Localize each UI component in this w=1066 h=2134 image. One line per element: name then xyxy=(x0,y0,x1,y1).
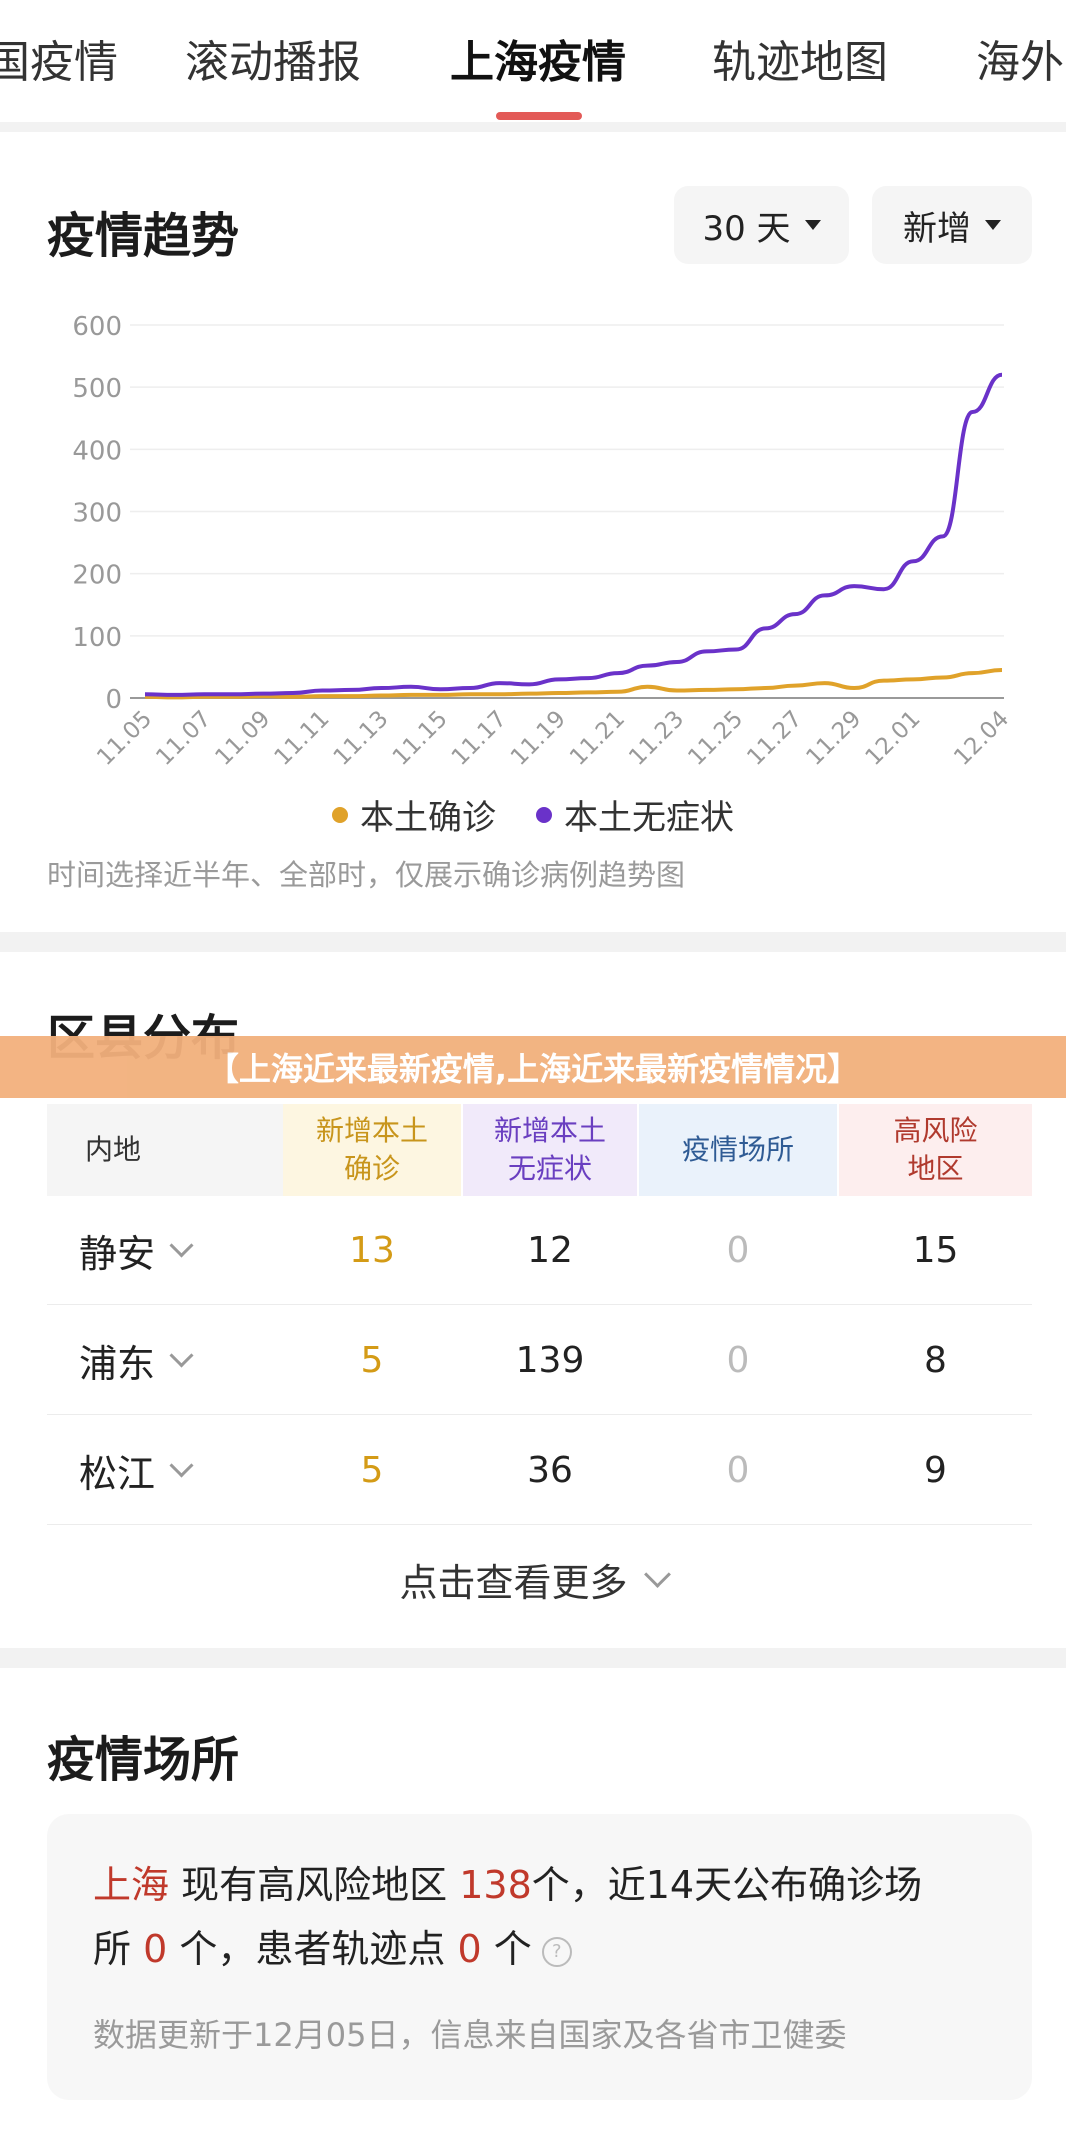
tab-national[interactable]: 国疫情 xyxy=(0,37,118,88)
article-banner: 【上海近来最新疫情,上海近来最新疫情情况】 xyxy=(0,1036,1066,1098)
y-tick-label: 200 xyxy=(72,561,122,591)
chart-legend: 本土确诊 本土无症状 xyxy=(0,790,1066,839)
header-new-asymptomatic: 新增本土 无症状 xyxy=(463,1104,637,1196)
series-line-confirmed xyxy=(144,668,1003,700)
places-summary-box: 上海 现有高风险地区 138个，近14天公布确诊场 所 0 个，患者轨迹点 0 … xyxy=(47,1814,1032,2100)
show-more-button[interactable]: 点击查看更多 xyxy=(0,1552,1066,1607)
asymptomatic-cell: 12 xyxy=(527,1229,573,1271)
legend-label: 本土无症状 xyxy=(564,798,734,838)
table-header: 内地 新增本土 确诊 新增本土 无症状 疫情场所 高风险 地区 xyxy=(47,1104,1032,1196)
places-cell: 0 xyxy=(726,1339,750,1381)
places-summary-line1: 上海 现有高风险地区 138个，近14天公布确诊场 xyxy=(93,1854,922,1909)
top-nav: 国疫情 滚动播报 上海疫情 轨迹地图 海外 xyxy=(0,0,1066,122)
chevron-down-icon xyxy=(169,1452,194,1478)
trend-chart: 010020030040050060011.0511.0711.0911.111… xyxy=(72,312,1014,771)
x-tick-label: 11.07 xyxy=(151,706,216,771)
confirmed-cell: 5 xyxy=(360,1449,384,1491)
confirmed-dot-icon xyxy=(332,806,348,823)
place-count: 0 xyxy=(143,1927,168,1971)
summary-text: 个，近14天公布确诊场 xyxy=(531,1863,923,1907)
summary-text: 现有高风险地区 xyxy=(181,1863,448,1907)
places-cell: 0 xyxy=(726,1229,750,1271)
trace-count: 0 xyxy=(457,1927,482,1971)
legend-label: 本土确诊 xyxy=(360,798,496,838)
legend-confirmed[interactable]: 本土确诊 xyxy=(332,790,496,839)
y-tick-label: 600 xyxy=(72,312,122,342)
tab-rolling-news[interactable]: 滚动播报 xyxy=(185,37,361,88)
x-tick-label: 11.25 xyxy=(683,706,748,771)
series-line-asymptomatic xyxy=(144,372,1003,697)
x-tick-label: 11.13 xyxy=(329,706,394,771)
y-tick-label: 0 xyxy=(105,685,122,715)
summary-text: 个 xyxy=(493,1927,532,1971)
x-tick-label: 11.29 xyxy=(802,706,867,771)
summary-text: 所 xyxy=(93,1927,132,1971)
x-tick-label: 11.19 xyxy=(506,706,571,771)
places-title: 疫情场所 xyxy=(47,1732,240,1788)
help-icon[interactable]: ? xyxy=(541,1936,572,1967)
x-tick-label: 11.15 xyxy=(388,706,453,771)
chevron-down-icon xyxy=(643,1561,671,1588)
district-name: 松江 xyxy=(79,1451,156,1496)
x-tick-label: 11.11 xyxy=(270,706,335,771)
y-tick-label: 500 xyxy=(72,374,122,404)
active-tab-indicator xyxy=(496,112,582,120)
city-name: 上海 xyxy=(93,1863,170,1907)
legend-asymptomatic[interactable]: 本土无症状 xyxy=(536,790,734,839)
x-tick-label: 12.01 xyxy=(861,706,926,771)
district-name-cell[interactable]: 静安 xyxy=(79,1196,194,1304)
summary-text: 个，患者轨迹点 xyxy=(179,1927,446,1971)
risk-cell: 15 xyxy=(912,1229,959,1271)
header-region: 内地 xyxy=(47,1104,283,1196)
trend-card xyxy=(0,132,1066,932)
x-tick-label: 11.17 xyxy=(447,706,512,771)
table-row[interactable]: 浦东 5 139 0 8 xyxy=(47,1306,1032,1415)
confirmed-cell: 13 xyxy=(349,1229,395,1271)
district-name: 静安 xyxy=(79,1231,156,1276)
chevron-down-icon xyxy=(169,1342,194,1368)
header-outbreak-places: 疫情场所 xyxy=(639,1104,837,1196)
caret-down-icon xyxy=(804,220,821,230)
y-tick-label: 300 xyxy=(72,499,122,529)
asymptomatic-dot-icon xyxy=(536,806,552,823)
chart-note: 时间选择近半年、全部时，仅展示确诊病例趋势图 xyxy=(47,858,686,892)
risk-cell: 9 xyxy=(924,1449,947,1491)
x-tick-label: 11.09 xyxy=(210,706,275,771)
caret-down-icon xyxy=(985,220,1001,230)
risk-cell: 8 xyxy=(924,1339,947,1381)
tab-track-map[interactable]: 轨迹地图 xyxy=(712,37,888,88)
district-name-cell[interactable]: 松江 xyxy=(79,1416,194,1524)
district-name: 浦东 xyxy=(79,1341,156,1386)
x-tick-label: 11.05 xyxy=(92,706,157,771)
confirmed-cell: 5 xyxy=(360,1339,384,1381)
x-tick-label: 11.23 xyxy=(624,706,689,771)
asymptomatic-cell: 139 xyxy=(515,1339,585,1381)
tab-overseas[interactable]: 海外 xyxy=(976,37,1064,88)
metric-dropdown[interactable]: 新增 xyxy=(872,186,1032,264)
y-tick-label: 100 xyxy=(72,623,122,653)
header-high-risk: 高风险 地区 xyxy=(839,1104,1032,1196)
table-row[interactable]: 静安 13 12 0 15 xyxy=(47,1196,1032,1305)
x-tick-label: 11.27 xyxy=(742,706,807,771)
metric-label: 新增 xyxy=(903,208,971,249)
risk-area-count: 138 xyxy=(459,1863,532,1907)
range-dropdown[interactable]: 30 天 xyxy=(674,186,849,264)
show-more-label: 点击查看更多 xyxy=(399,1561,628,1605)
x-tick-label: 11.21 xyxy=(565,706,630,771)
update-note: 数据更新于12月05日，信息来自国家及各省市卫健委 xyxy=(93,2016,847,2054)
places-summary-line2: 所 0 个，患者轨迹点 0 个? xyxy=(93,1918,572,1973)
y-tick-label: 400 xyxy=(72,436,122,466)
trend-title: 疫情趋势 xyxy=(47,208,240,264)
x-tick-label: 12.04 xyxy=(949,706,1014,771)
places-cell: 0 xyxy=(726,1449,750,1491)
table-row[interactable]: 松江 5 36 0 9 xyxy=(47,1416,1032,1525)
asymptomatic-cell: 36 xyxy=(527,1449,573,1491)
header-new-confirmed: 新增本土 确诊 xyxy=(283,1104,461,1196)
range-label: 30 天 xyxy=(702,208,791,249)
district-name-cell[interactable]: 浦东 xyxy=(79,1306,194,1414)
chevron-down-icon xyxy=(169,1232,194,1258)
tab-shanghai[interactable]: 上海疫情 xyxy=(450,37,626,88)
